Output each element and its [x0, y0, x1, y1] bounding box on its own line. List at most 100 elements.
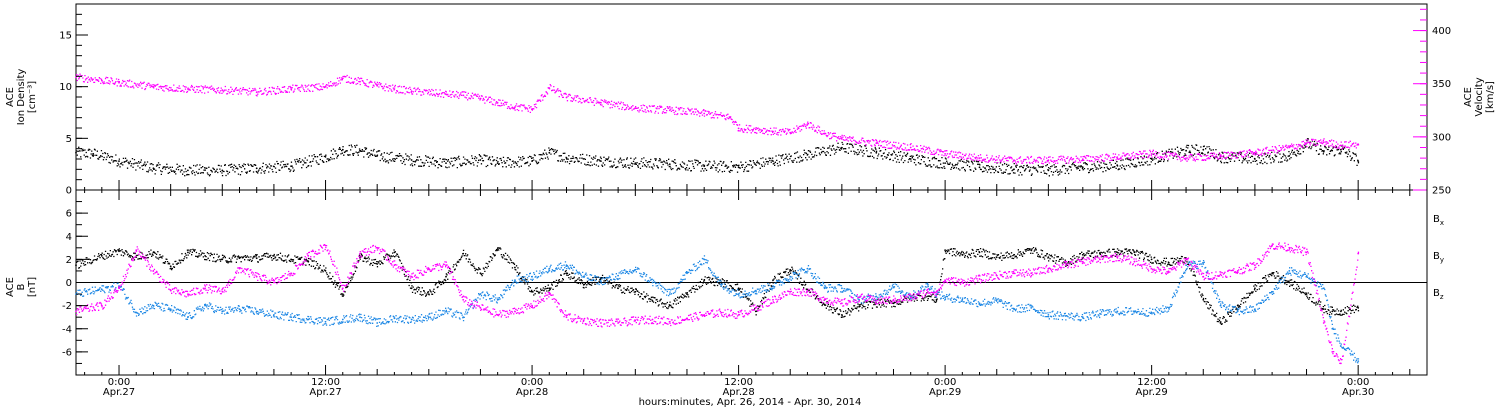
bx-data-point [789, 268, 792, 271]
by-data-point [1116, 310, 1119, 313]
x-tick-time-label: 12:00 [1137, 377, 1166, 388]
density-data-point [875, 151, 878, 154]
bx-data-point [1340, 310, 1342, 313]
density-data-point [1013, 168, 1015, 171]
bz-data-point [737, 314, 740, 316]
bx-data-point [565, 272, 568, 275]
velocity-data-point [1081, 158, 1084, 161]
density-data-point [479, 159, 482, 161]
by-data-point [754, 289, 757, 292]
by-data-point [1064, 315, 1067, 317]
bz-data-point [909, 296, 912, 299]
bx-data-point [1357, 307, 1360, 309]
density-data-point [92, 152, 95, 155]
bx-data-point [995, 256, 998, 258]
density-data-point [703, 165, 706, 168]
bz-data-point [1254, 264, 1256, 267]
bz-data-point [135, 249, 138, 252]
by-data-point [1331, 327, 1334, 330]
velocity-data-point [841, 138, 843, 140]
velocity-data-point [341, 77, 344, 80]
by-data-point [1271, 290, 1273, 293]
density-data-point [944, 162, 946, 165]
bz-data-point [290, 272, 292, 275]
by-data-point [1357, 360, 1360, 362]
bz-data-point [772, 298, 774, 301]
bx-data-point [548, 287, 551, 290]
density-axis-tick-label: 15 [59, 31, 72, 42]
x-axis-label: hours:minutes, Apr. 26, 2014 - Apr. 30, … [639, 397, 862, 408]
velocity-data-point [634, 107, 637, 110]
velocity-data-point [1322, 141, 1325, 144]
bz-data-point [1099, 258, 1101, 261]
bz-data-point [1116, 256, 1119, 258]
bx-data-point [892, 302, 895, 305]
by-data-point [1013, 308, 1015, 310]
by-data-point [875, 295, 878, 298]
density-data-point [221, 169, 224, 172]
bz-data-point [978, 278, 981, 280]
bz-data-point [496, 314, 499, 316]
density-data-point [1150, 158, 1153, 160]
bx-data-point [927, 295, 929, 298]
bx-data-point [1047, 256, 1050, 258]
by-data-point [935, 293, 938, 295]
by-data-point [341, 318, 344, 321]
bx-data-point [410, 287, 413, 290]
velocity-data-point [514, 106, 516, 108]
bx-data-point [75, 264, 77, 267]
by-data-point [255, 310, 258, 313]
density-data-point [1081, 166, 1084, 169]
bx-data-point [737, 287, 740, 290]
bx-data-point [1081, 253, 1084, 256]
bz-data-point [307, 255, 310, 257]
density-data-point [152, 167, 155, 170]
density-data-point [531, 160, 533, 163]
by-data-point [376, 322, 379, 324]
velocity-data-point [565, 96, 568, 99]
bz-data-point [720, 311, 723, 314]
bx-data-point [1288, 281, 1291, 284]
bz-data-point [1047, 267, 1050, 270]
velocity-data-point [1357, 143, 1360, 146]
bz-data-point [565, 316, 568, 319]
density-data-point [668, 163, 671, 166]
bz-data-point [754, 307, 757, 309]
bz-data-point [1150, 267, 1153, 270]
bz-data-point [1013, 272, 1015, 275]
bx-data-point [255, 257, 258, 260]
bx-data-point [273, 255, 275, 257]
by-data-point [221, 310, 224, 313]
bx-data-point [686, 293, 688, 295]
by-data-point [1288, 270, 1291, 272]
field-axis-tick-label: 4 [66, 232, 72, 243]
x-tick-date-label: Apr.28 [722, 387, 754, 398]
by-data-point [307, 318, 310, 321]
x-tick-date-label: Apr.29 [929, 387, 961, 398]
by-data-point [617, 274, 619, 277]
bz-data-point [875, 300, 878, 302]
bx-data-point [479, 272, 482, 275]
bz-data-point [324, 244, 327, 247]
field-axis-tick-label: 0 [66, 278, 72, 289]
bz-data-point [1340, 362, 1342, 365]
bz-data-point [651, 318, 654, 321]
velocity-data-point [1116, 156, 1119, 159]
density-axis-tick-label: 5 [66, 134, 72, 145]
by-data-point [1150, 311, 1153, 314]
by-data-point [927, 283, 929, 286]
density-series-dots [76, 138, 1360, 177]
velocity-data-point [152, 86, 155, 88]
density-data-point [806, 154, 809, 156]
bx-data-point [496, 248, 499, 250]
velocity-data-point [703, 112, 706, 115]
velocity-axis-title-line: Velocity [1474, 77, 1485, 116]
bz-data-point [462, 298, 465, 301]
velocity-data-point [978, 157, 981, 160]
by-data-point [944, 296, 946, 299]
bz-data-point [1322, 322, 1325, 324]
bz-data-point [1219, 273, 1222, 276]
bx-data-point [290, 258, 292, 261]
bz-data-point [410, 275, 413, 278]
